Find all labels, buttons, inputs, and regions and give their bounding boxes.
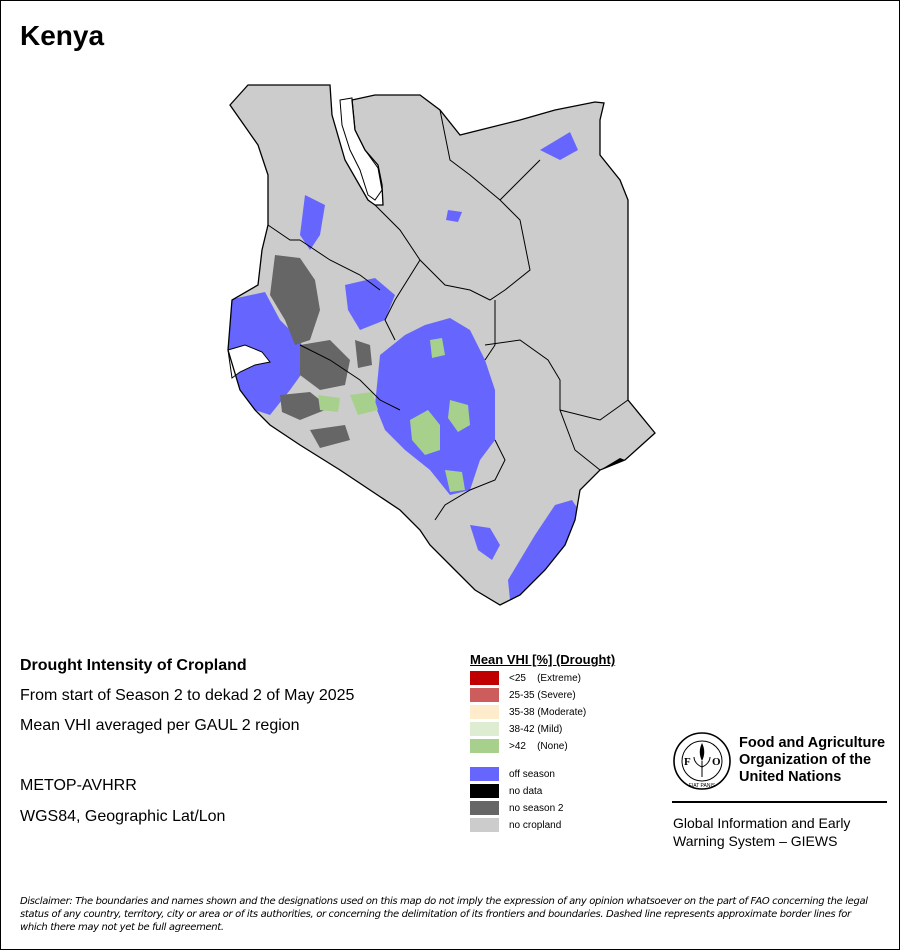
no-drought-area [350,392,378,415]
map-sensor: METOP-AVHRR [20,777,137,794]
legend-label: 25-35 (Severe) [509,689,576,701]
no-drought-area [430,338,445,358]
fao-name-line: Food and Agriculture [739,735,886,751]
legend-swatch [470,722,499,736]
no-drought-area [410,410,440,455]
disclaimer: Disclaimer: The boundaries and names sho… [20,896,868,933]
legend-item: off season [470,767,555,781]
kenya-map [227,68,656,606]
legend-label: >42 (None) [509,740,568,752]
no-season-area [300,340,350,390]
map-period: From start of Season 2 to dekad 2 of May… [20,687,355,704]
off-season-area [446,210,462,222]
no-drought-area [448,400,470,432]
off-season-area [300,195,325,250]
legend-label: no data [509,785,543,797]
legend-label: no cropland [509,819,562,831]
giews-line: Warning System – GIEWS [673,833,838,849]
divider [672,801,887,803]
legend-swatch [470,801,499,815]
off-season-area [345,278,395,330]
legend-label: 35-38 (Moderate) [509,706,587,718]
map-title: Kenya [20,20,105,51]
off-season-area [375,318,495,495]
fao-name: Food and Agriculture Organization of the… [739,735,885,786]
no-drought-area [445,470,465,492]
logo-motto: FIAT PANIS [689,783,716,789]
legend-swatch [470,705,499,719]
map-projection: WGS84, Geographic Lat/Lon [20,808,226,825]
no-season-area [270,255,320,345]
off-season-area [508,500,582,600]
lake-victoria [227,344,271,379]
legend-swatch [470,767,499,781]
no-season-area [280,392,330,420]
legend-swatch [470,784,499,798]
legend-item: >42 (None) [470,739,568,753]
legend-item: 35-38 (Moderate) [470,705,586,719]
fao-name-line: Organization of the [739,752,872,768]
off-season-area [540,132,578,160]
map-method: Mean VHI averaged per GAUL 2 region [20,717,300,734]
no-season-area [355,340,372,368]
off-season-area [470,525,500,560]
fao-name-line: United Nations [739,769,842,785]
legend-swatch [470,818,499,832]
no-drought-area [318,395,340,412]
no-season-area [310,425,350,448]
legend-swatch [470,739,499,753]
legend-label: <25 (Extreme) [509,672,581,684]
giews-name: Global Information and Early Warning Sys… [673,814,850,850]
legend-item: 38-42 (Mild) [470,722,562,736]
legend-label: no season 2 [509,802,564,814]
legend-title: Mean VHI [%] (Drought) [470,652,616,667]
off-season-area [255,68,305,85]
legend-item: <25 (Extreme) [470,671,581,685]
legend-label: 38-42 (Mild) [509,723,563,735]
legend-item: 25-35 (Severe) [470,688,576,702]
legend-item: no cropland [470,818,561,832]
legend-item: no data [470,784,542,798]
fao-logo-icon: F O FIAT PANIS [673,732,731,790]
logo-letter: O [712,756,721,768]
legend-swatch [470,671,499,685]
admin-boundaries [267,109,629,521]
legend-swatch [470,688,499,702]
logo-letter: F [684,756,691,768]
map-heading: Drought Intensity of Cropland [20,657,247,674]
legend-label: off season [509,768,555,780]
off-season-area [228,292,308,415]
giews-line: Global Information and Early [673,815,851,831]
legend-item: no season 2 [470,801,564,815]
